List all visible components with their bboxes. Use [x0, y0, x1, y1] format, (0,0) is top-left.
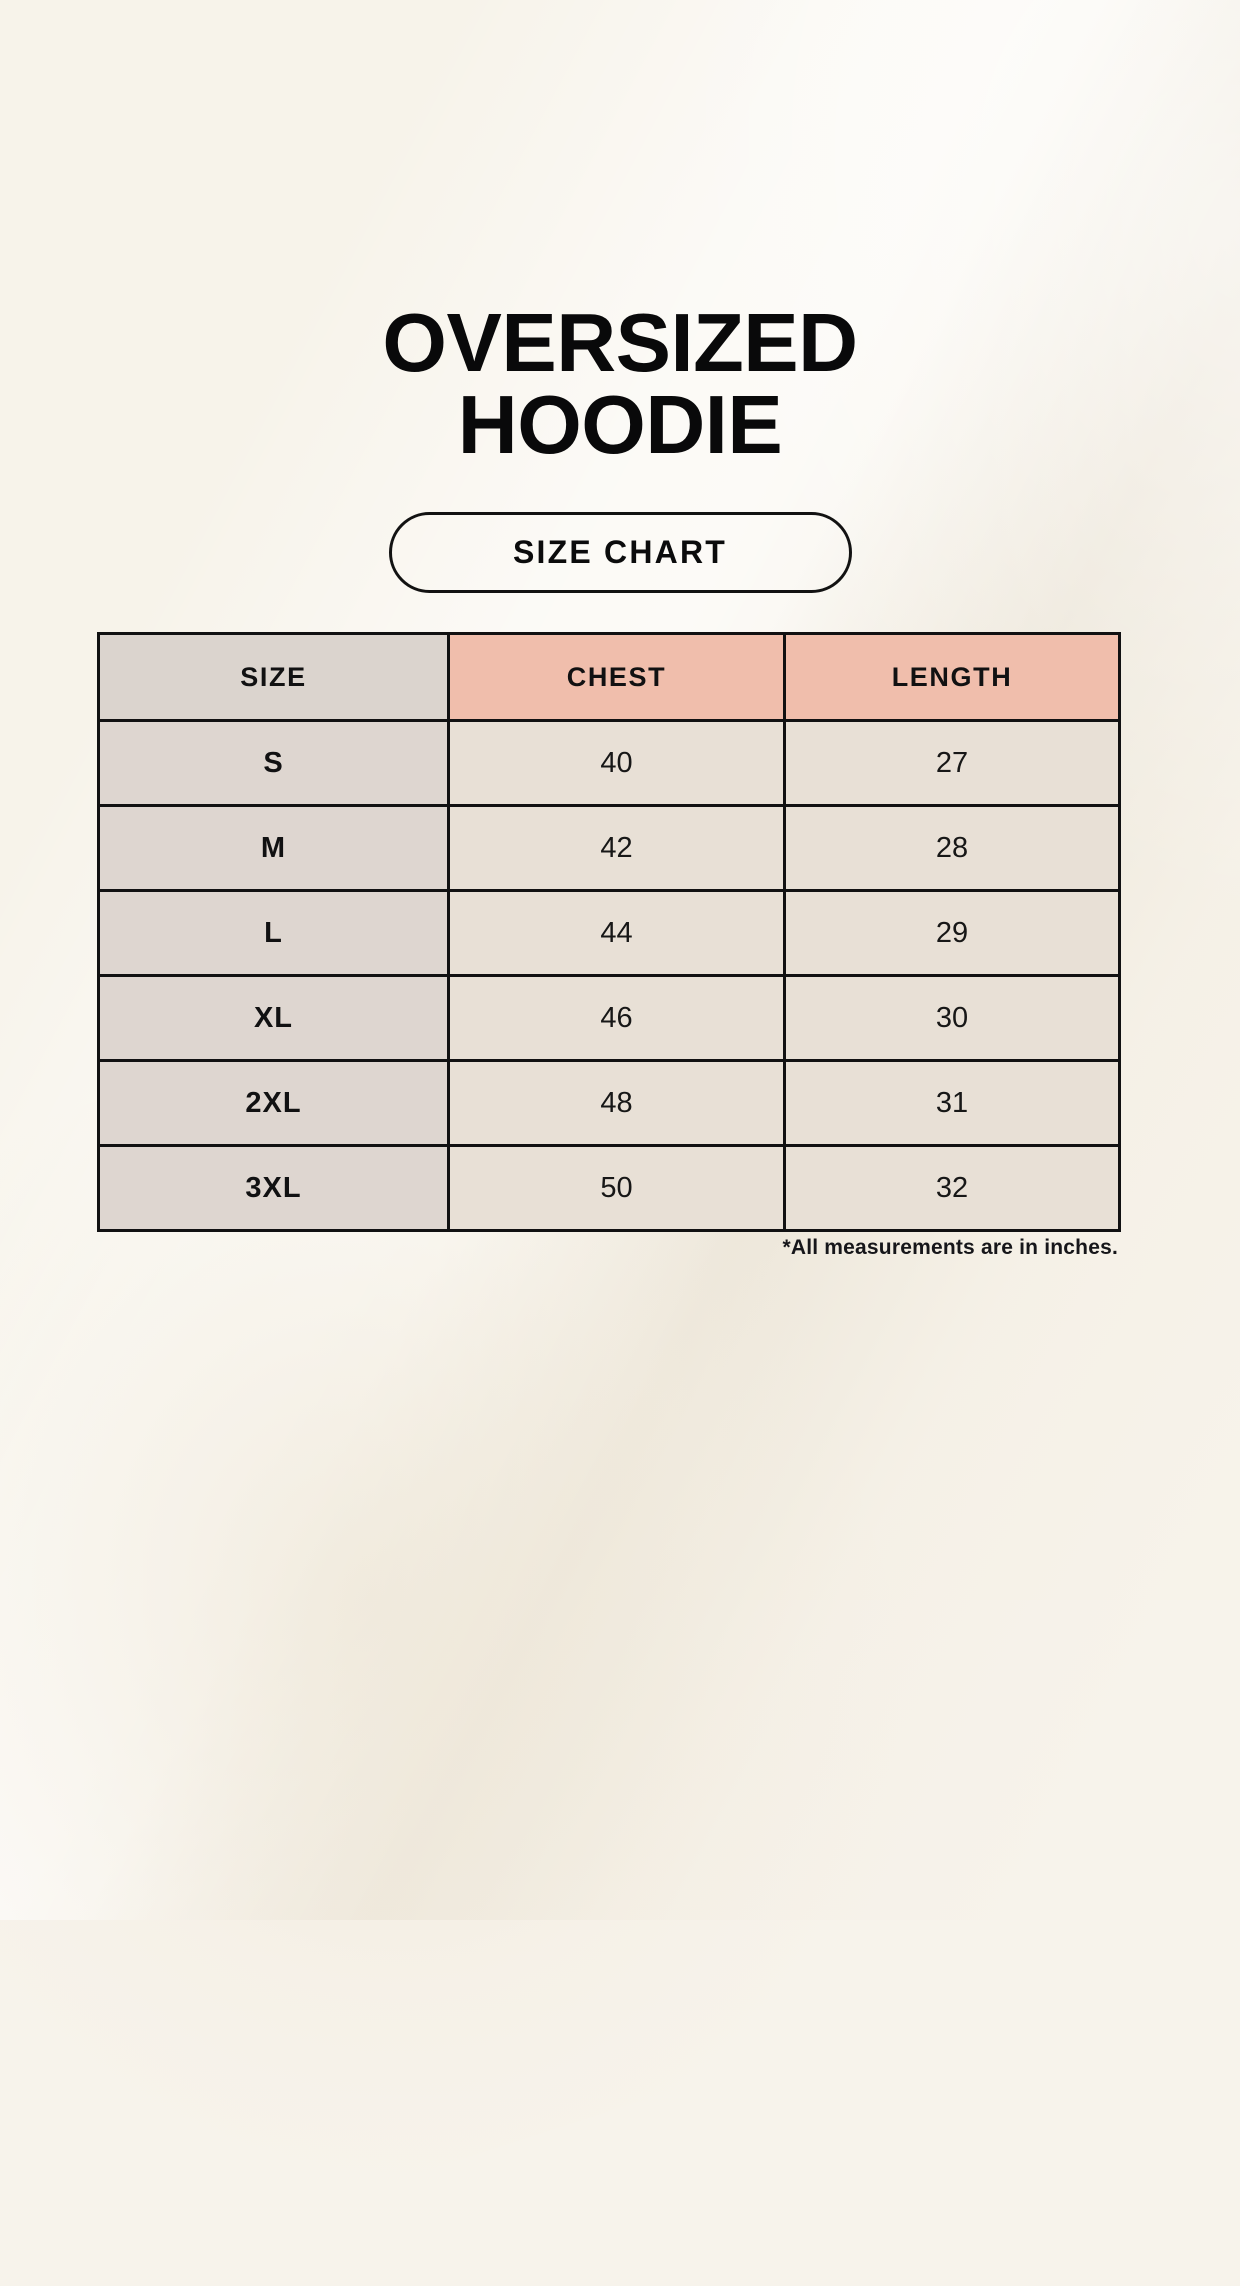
page-title: OVERSIZED HOODIE	[0, 296, 1240, 471]
cell-length: 30	[783, 974, 1121, 1062]
table-row: 2XL 48 31	[97, 1059, 1121, 1147]
cell-size: 2XL	[97, 1059, 450, 1147]
cell-size: 3XL	[97, 1144, 450, 1232]
size-chart-page: OVERSIZED HOODIE SIZE CHART SIZE CHEST L…	[0, 296, 1240, 1259]
cell-length: 29	[783, 889, 1121, 977]
table-row: 3XL 50 32	[97, 1144, 1121, 1232]
cell-length: 32	[783, 1144, 1121, 1232]
size-table-head: SIZE CHEST LENGTH	[97, 632, 1121, 722]
table-row: S 40 27	[97, 719, 1121, 807]
measurement-note: *All measurements are in inches.	[782, 1236, 1118, 1259]
cell-length: 28	[783, 804, 1121, 892]
table-row: M 42 28	[97, 804, 1121, 892]
title-line-1: OVERSIZED	[382, 296, 858, 389]
table-row: XL 46 30	[97, 974, 1121, 1062]
title-line-2: HOODIE	[457, 378, 783, 471]
cell-chest: 46	[447, 974, 786, 1062]
size-chart-pill-wrapper: SIZE CHART	[0, 512, 1240, 593]
table-row: L 44 29	[97, 889, 1121, 977]
cell-size: M	[97, 804, 450, 892]
cell-length: 31	[783, 1059, 1121, 1147]
cell-chest: 44	[447, 889, 786, 977]
cell-size: L	[97, 889, 450, 977]
cell-chest: 42	[447, 804, 786, 892]
size-chart-pill: SIZE CHART	[388, 512, 852, 593]
cell-length: 27	[783, 719, 1121, 807]
cell-chest: 40	[447, 719, 786, 807]
table-header-row: SIZE CHEST LENGTH	[97, 632, 1121, 722]
cell-size: XL	[97, 974, 450, 1062]
column-header-length: LENGTH	[783, 632, 1121, 722]
cell-size: S	[97, 719, 450, 807]
column-header-size: SIZE	[97, 632, 450, 722]
size-table-body: S 40 27 M 42 28 L 44 29 XL 46 30	[97, 719, 1121, 1232]
size-table-wrapper: SIZE CHEST LENGTH S 40 27 M 42 28 L	[97, 632, 1121, 1232]
size-table: SIZE CHEST LENGTH S 40 27 M 42 28 L	[97, 632, 1121, 1232]
cell-chest: 48	[447, 1059, 786, 1147]
cell-chest: 50	[447, 1144, 786, 1232]
column-header-chest: CHEST	[447, 632, 786, 722]
size-chart-pill-label: SIZE CHART	[513, 534, 727, 570]
